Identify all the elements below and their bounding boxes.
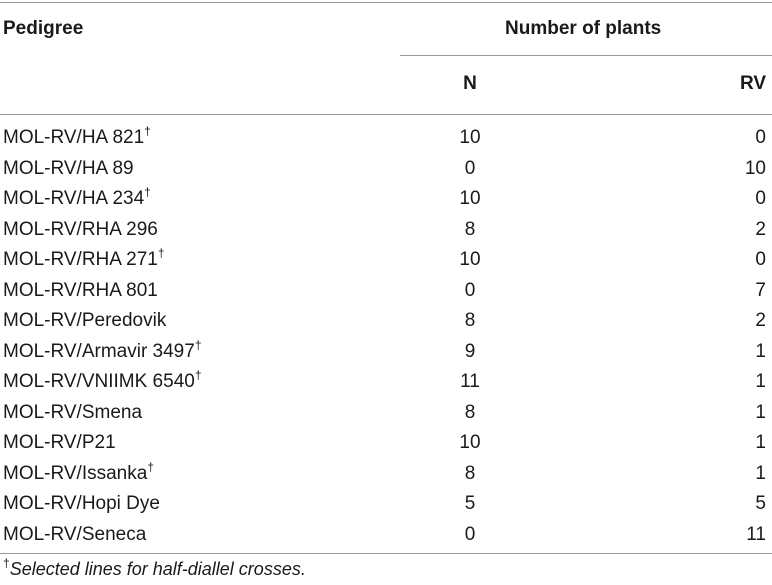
dagger-mark: † [147,459,154,474]
pedigree-cell: MOL-RV/RHA 271† [3,245,165,276]
dagger-mark: † [157,246,165,260]
pedigree-name: MOL-RV/HA 234 [3,188,145,209]
header-n: N [463,73,477,94]
pedigree-cell: MOL-RV/Armavir 3497† [3,337,202,368]
dagger-mark: † [144,124,151,138]
table-row: MOL-RV/RHA 801 0 7 [0,276,772,307]
table-row: MOL-RV/Seneca 0 11 [0,520,772,551]
rv-cell: 2 [755,218,766,240]
footnote-mark: † [3,556,10,570]
n-cell: 8 [464,401,476,423]
table-bottom-rule [0,553,772,554]
rv-cell: 1 [755,401,766,423]
n-cell: 10 [459,188,481,209]
pedigree-name: MOL-RV/HA 89 [3,157,134,179]
pedigree-cell: MOL-RV/HA 821† [3,123,151,154]
n-cell: 9 [464,340,476,362]
pedigree-cell: MOL-RV/Hopi Dye [3,489,160,520]
pedigree-cell: MOL-RV/HA 89 [3,154,134,185]
dagger-mark: † [194,337,202,352]
rv-cell: 7 [755,279,766,301]
n-cell: 10 [459,249,481,270]
n-cell: 11 [460,371,480,392]
rv-cell: 0 [755,127,766,148]
header-rv: RV [739,73,766,94]
rv-cell: 1 [755,340,766,362]
table-row: MOL-RV/HA 234† 10 0 [0,184,772,215]
pedigree-name: MOL-RV/Smena [3,401,143,423]
pedigree-name: MOL-RV/HA 821 [3,127,145,148]
rv-cell: 0 [755,188,766,209]
n-cell: 8 [464,310,476,331]
table-row: MOL-RV/Peredovik 8 2 [0,306,772,337]
footnote-text: Selected lines for half-diallel crosses. [9,559,306,579]
table-body: MOL-RV/HA 821† 10 0 MOL-RV/HA 89 0 10 MOL-RV/H… [0,123,772,550]
pedigree-cell: MOL-RV/Smena [3,398,142,429]
group-header-rule [400,55,772,56]
pedigree-name: MOL-RV/Issanka [3,462,148,484]
pedigree-name: MOL-RV/P21 [3,432,116,453]
pedigree-cell: MOL-RV/Peredovik [3,306,166,337]
pedigree-cell: MOL-RV/Issanka† [3,459,154,490]
table-row: MOL-RV/Issanka† 8 1 [0,459,772,490]
rv-cell: 2 [755,310,766,331]
table-row: MOL-RV/Hopi Dye 5 5 [0,489,772,520]
n-cell: 0 [464,157,476,179]
table-row: MOL-RV/P21 10 1 [0,428,772,459]
rv-cell: 11 [746,523,766,545]
pedigree-name: MOL-RV/RHA 801 [3,279,158,301]
pedigree-name: MOL-RV/Peredovik [3,310,167,331]
rv-cell: 0 [755,249,766,270]
pedigree-name: MOL-RV/Seneca [3,523,147,545]
n-cell: 10 [459,432,481,453]
rv-cell: 1 [755,432,766,453]
n-cell: 8 [464,462,476,484]
pedigree-name: MOL-RV/Armavir 3497 [3,340,195,362]
header-number-of-plants: Number of plants [505,18,662,39]
header-bottom-rule [0,114,772,115]
rv-cell: 1 [755,371,766,392]
n-cell: 10 [459,127,481,148]
dagger-mark: † [144,185,151,199]
table-row: MOL-RV/VNIIMK 6540† 11 1 [0,367,772,398]
table-row: MOL-RV/HA 89 0 10 [0,154,772,185]
table-row: MOL-RV/RHA 271† 10 0 [0,245,772,276]
pedigree-name: MOL-RV/RHA 271 [3,249,158,270]
pedigree-cell: MOL-RV/VNIIMK 6540† [3,367,202,398]
pedigree-cell: MOL-RV/RHA 801 [3,276,158,307]
pedigree-name: MOL-RV/VNIIMK 6540 [3,371,195,392]
table-top-rule [0,2,772,3]
pedigree-cell: MOL-RV/RHA 296 [3,215,158,246]
pedigree-name: MOL-RV/RHA 296 [3,218,158,240]
pedigree-name: MOL-RV/Hopi Dye [3,493,160,514]
header-pedigree: Pedigree [3,18,84,39]
pedigree-cell: MOL-RV/P21 [3,428,116,459]
pedigree-cell: MOL-RV/HA 234† [3,184,151,215]
table-row: MOL-RV/Smena 8 1 [0,398,772,429]
table-row: MOL-RV/RHA 296 8 2 [0,215,772,246]
table-row: MOL-RV/HA 821† 10 0 [0,123,772,154]
rv-cell: 5 [755,493,766,514]
dagger-mark: † [194,368,202,382]
n-cell: 0 [464,279,476,301]
footnote: †Selected lines for half-diallel crosses… [3,556,306,580]
n-cell: 5 [464,493,476,514]
table-row: MOL-RV/Armavir 3497† 9 1 [0,337,772,368]
rv-cell: 10 [744,157,766,179]
rv-cell: 1 [755,462,766,484]
n-cell: 8 [464,218,476,240]
pedigree-cell: MOL-RV/Seneca [3,520,146,551]
n-cell: 0 [464,523,476,545]
